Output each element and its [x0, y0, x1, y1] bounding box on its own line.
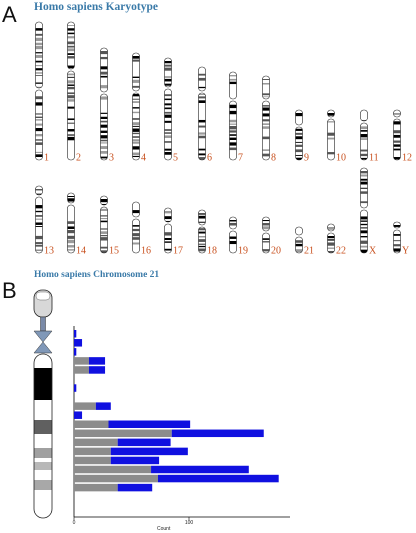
chromosome-4-ideogram [132, 52, 140, 161]
chromosome-label-11: 11 [369, 153, 379, 164]
chromosome-label-21: 21 [304, 246, 314, 257]
x-tick-label-0: 0 [73, 520, 76, 526]
chromosome-label-9: 9 [304, 153, 309, 164]
chromosome-label-X: X [369, 246, 377, 257]
bar-blue-10 [108, 420, 191, 428]
bar-blue-1 [74, 339, 83, 347]
chromosome-label-5: 5 [173, 153, 178, 164]
chromosome-label-12: 12 [402, 153, 412, 164]
chromosome-label-2: 2 [76, 153, 81, 164]
chromosome-21-ideogram [295, 226, 303, 254]
chromosome-2-ideogram [67, 21, 75, 161]
chromosome-19-ideogram [229, 216, 237, 254]
chromosome-15-ideogram [100, 195, 108, 254]
chromosome-1-ideogram [35, 21, 43, 161]
bar-gray-10 [74, 420, 109, 428]
chromosome-label-17: 17 [173, 246, 183, 257]
chromosome-label-3: 3 [109, 153, 114, 164]
bar-blue-0 [74, 330, 77, 338]
chromosome-5-ideogram [164, 57, 172, 161]
bar-gray-16 [74, 474, 158, 483]
chromosome-label-15: 15 [109, 246, 119, 257]
chromosome-3-ideogram [100, 47, 108, 161]
chromosome-21-title: Homo sapiens Chromosome 21 [34, 270, 160, 280]
chromosome-label-16: 16 [141, 246, 151, 257]
chromosome-16-ideogram [132, 201, 140, 254]
chromosome-17-ideogram [164, 207, 172, 254]
chromosome-18-ideogram [198, 209, 206, 254]
bar-gray-13 [74, 447, 111, 456]
panel-a-letter: A [2, 2, 17, 27]
bar-blue-17 [117, 483, 153, 492]
chromosome-label-6: 6 [207, 153, 212, 164]
chromosome-label-18: 18 [207, 246, 217, 257]
chromosome-label-7: 7 [238, 153, 243, 164]
bar-gray-12 [74, 438, 118, 447]
bar-gray-4 [74, 366, 89, 374]
chromosome-6-ideogram [198, 66, 206, 161]
chromosome-label-13: 13 [44, 246, 54, 257]
bar-blue-3 [88, 357, 106, 365]
chromosome-21-ideogram [33, 289, 53, 519]
chromosome-label-10: 10 [336, 153, 346, 164]
chromosome-label-Y: Y [402, 246, 409, 257]
chromosome-9-ideogram [295, 109, 303, 161]
bar-gray-15 [74, 465, 152, 474]
bar-blue-15 [151, 465, 249, 474]
bar-gray-3 [74, 357, 89, 365]
chromosome-14-ideogram [67, 192, 75, 254]
chromosome-label-1: 1 [44, 153, 49, 164]
panel-b-letter: B [2, 278, 17, 303]
bar-gray-8 [74, 402, 96, 410]
bar-blue-2 [74, 348, 77, 356]
chromosome-label-22: 22 [336, 246, 346, 257]
chromosome-10-ideogram [327, 109, 335, 161]
chromosome-label-19: 19 [238, 246, 248, 257]
bar-blue-6 [74, 384, 77, 392]
bar-gray-14 [74, 456, 111, 465]
chromosome-11-ideogram [360, 109, 368, 161]
chromosome-13-ideogram [35, 185, 43, 254]
bar-blue-11 [171, 429, 264, 438]
bar-gray-11 [74, 429, 172, 438]
chromosome-label-14: 14 [76, 246, 86, 257]
x-axis-label: Count [157, 526, 171, 532]
chromosome-Y-ideogram [393, 221, 401, 254]
bar-blue-9 [74, 411, 83, 419]
chromosome-label-20: 20 [271, 246, 281, 257]
bar-blue-8 [95, 402, 111, 410]
chromosome-20-ideogram [262, 216, 270, 254]
bar-blue-14 [110, 456, 160, 465]
bar-gray-17 [74, 483, 118, 492]
chromosome-label-4: 4 [141, 153, 146, 164]
chromosome-label-8: 8 [271, 153, 276, 164]
x-tick-label-100: 100 [185, 520, 194, 526]
chromosome-12-ideogram [393, 109, 401, 161]
chromosome-8-ideogram [262, 75, 270, 161]
chromosome-22-ideogram [327, 223, 335, 254]
bar-blue-13 [110, 447, 188, 456]
bar-blue-12 [117, 438, 171, 447]
karyotype-title: Homo sapiens Karyotype [34, 1, 158, 13]
chromosome-X-ideogram [360, 167, 368, 254]
bar-blue-16 [157, 474, 279, 483]
bar-blue-4 [88, 366, 106, 374]
stacked-bar-chart: 0 100 [73, 326, 290, 526]
chromosome-7-ideogram [229, 71, 237, 161]
